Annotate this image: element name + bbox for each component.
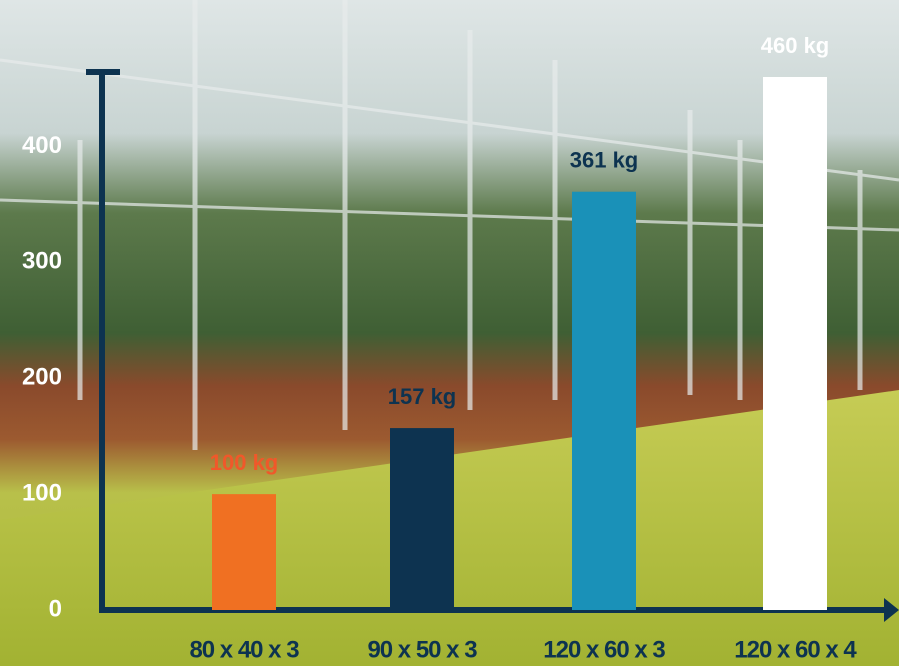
bar (212, 494, 276, 610)
x-tick-label: 80 x 40 x 3 (189, 636, 299, 663)
value-label: 460 kg (761, 33, 830, 58)
x-tick-label: 90 x 50 x 3 (367, 636, 477, 663)
y-tick-label: 0 (49, 595, 62, 622)
bar (390, 428, 454, 610)
y-tick-label: 200 (22, 364, 62, 391)
bar (572, 191, 636, 610)
value-label: 157 kg (388, 384, 457, 409)
x-tick-label: 120 x 60 x 3 (543, 636, 665, 663)
y-tick-label: 300 (22, 248, 62, 275)
value-label: 100 kg (210, 450, 279, 475)
greenhouse-frame (0, 0, 899, 450)
bar (763, 77, 827, 610)
y-tick-label: 100 (22, 479, 62, 506)
value-label: 361 kg (570, 148, 639, 173)
x-axis-arrow (884, 598, 899, 622)
y-tick-label: 400 (22, 132, 62, 159)
x-tick-label: 120 x 60 x 4 (734, 636, 857, 663)
